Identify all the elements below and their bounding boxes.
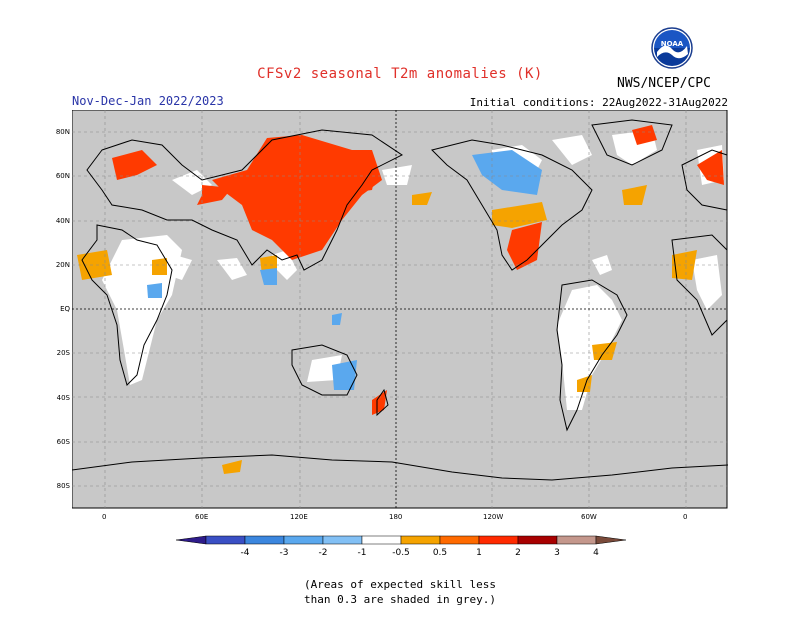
- legend-swatch: [244, 535, 285, 545]
- warm-anomaly-1k-2k: [112, 125, 724, 415]
- cold-anomaly-patches: [147, 150, 542, 390]
- lat-label: EQ: [60, 305, 70, 314]
- skill-note-line-2: than 0.3 are shaded in grey.): [303, 593, 497, 606]
- legend-tick-label: -0.5: [392, 548, 410, 558]
- color-legend: -4 -3 -2 -1 -0.5 0.5 1 2 3 4: [175, 535, 627, 558]
- lat-label: 60S: [56, 438, 70, 447]
- legend-tick-label: 4: [593, 548, 599, 558]
- initial-conditions-label: Initial conditions: 22Aug2022-31Aug2022: [469, 96, 728, 109]
- lat-label: 80S: [56, 482, 70, 491]
- legend-swatch: [361, 535, 402, 545]
- lon-label: 120W: [483, 513, 504, 521]
- lon-label: 180: [389, 513, 403, 521]
- legend-tick-label: -2: [319, 548, 328, 558]
- legend-swatch: [439, 535, 480, 545]
- legend-tick-label: 3: [554, 548, 560, 558]
- lat-label: 40S: [56, 393, 70, 402]
- legend-tick-label: 0.5: [433, 548, 447, 558]
- legend-tick-label: -4: [241, 548, 250, 558]
- lat-label: 20N: [55, 260, 70, 269]
- lat-label: 60N: [55, 172, 70, 181]
- lon-label: 120E: [290, 513, 308, 521]
- lon-label: 60E: [195, 513, 209, 521]
- legend-arrow-high: [595, 535, 627, 545]
- lon-label: 0: [683, 513, 688, 521]
- legend-swatch: [322, 535, 363, 545]
- agency-label: NWS/NCEP/CPC: [617, 76, 711, 91]
- lat-label: 40N: [55, 216, 70, 225]
- legend-arrow-low: [175, 535, 207, 545]
- world-anomaly-map: [72, 110, 728, 509]
- lon-label: 60W: [581, 513, 597, 521]
- legend-swatch: [556, 535, 597, 545]
- lat-label: 20S: [56, 349, 70, 358]
- noaa-logo-text: NOAA: [661, 40, 684, 48]
- legend-tick-label: 1: [476, 548, 482, 558]
- lon-label: 0: [102, 513, 107, 521]
- legend-tick-label: -3: [280, 548, 289, 558]
- legend-swatch: [283, 535, 324, 545]
- noaa-logo-icon: NOAA: [651, 27, 693, 69]
- legend-tick-label: 2: [515, 548, 521, 558]
- lat-axis: 80N 60N 40N 20N EQ 20S 40S 60S 80S: [52, 127, 70, 491]
- lat-label: 80N: [55, 128, 70, 136]
- skill-note: (Areas of expected skill less than 0.3 a…: [0, 577, 800, 607]
- skill-note-line-1: (Areas of expected skill less: [303, 578, 497, 591]
- legend-tick-label: -1: [358, 548, 367, 558]
- coastlines: [72, 119, 728, 481]
- legend-swatch: [517, 535, 558, 545]
- lon-axis: 0 60E 120E 180 120W 60W 0: [0, 513, 800, 523]
- legend-swatch: [400, 535, 441, 545]
- map-title: CFSv2 seasonal T2m anomalies (K): [257, 66, 543, 82]
- season-label: Nov-Dec-Jan 2022/2023: [72, 94, 224, 108]
- legend-swatch: [478, 535, 519, 545]
- legend-swatch: [205, 535, 246, 545]
